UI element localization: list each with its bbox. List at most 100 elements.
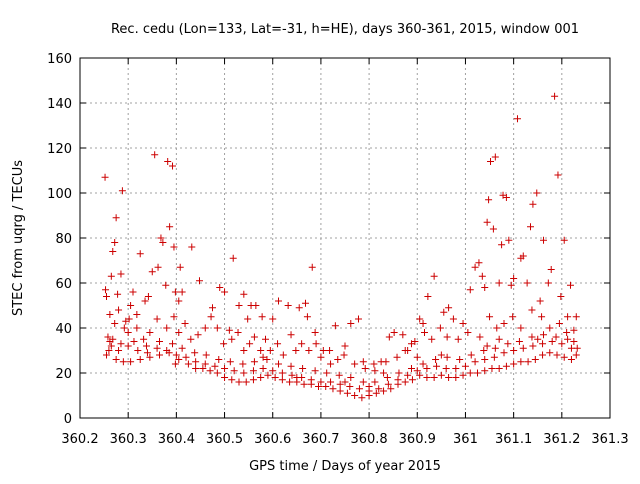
data-point (491, 153, 499, 161)
data-point (456, 356, 464, 363)
data-point (475, 259, 483, 267)
data-point (404, 347, 412, 354)
data-point (553, 351, 561, 359)
data-point (213, 369, 221, 377)
data-point (216, 284, 224, 291)
data-point (563, 329, 571, 336)
data-point (546, 349, 554, 357)
data-point (466, 286, 474, 294)
data-point (437, 371, 445, 379)
data-point (531, 356, 539, 363)
data-point (554, 171, 562, 179)
data-point (495, 335, 503, 343)
data-point (264, 371, 272, 379)
data-point (555, 320, 563, 327)
data-point (293, 374, 301, 381)
data-point (536, 297, 544, 305)
data-point (327, 378, 335, 386)
data-point (336, 380, 344, 388)
data-point (445, 304, 453, 312)
data-point (305, 347, 313, 354)
data-point (483, 342, 491, 350)
data-point (440, 308, 448, 316)
data-point (103, 293, 110, 300)
data-point (300, 380, 308, 388)
data-point (442, 365, 450, 372)
data-point (331, 322, 339, 330)
data-point (524, 358, 532, 366)
data-point (529, 200, 537, 208)
data-point (485, 196, 493, 204)
data-point (519, 252, 527, 260)
data-point (228, 335, 236, 343)
data-point (112, 214, 120, 222)
data-point (445, 374, 453, 381)
chart-title: Rec. cedu (Lon=133, Lat=-31, h=HE), days… (111, 22, 579, 37)
data-point (142, 342, 150, 350)
data-point (546, 324, 554, 332)
data-point (166, 223, 174, 231)
data-point (153, 344, 161, 352)
data-point (192, 365, 200, 372)
data-point (539, 340, 547, 348)
data-point (244, 315, 252, 323)
data-point (540, 236, 548, 244)
data-point (436, 324, 444, 332)
data-point (413, 367, 421, 375)
data-point (175, 297, 183, 305)
y-tick-label: 60 (55, 277, 72, 292)
data-point (136, 250, 144, 258)
x-tick-label: 360.8 (350, 432, 387, 447)
data-point (528, 306, 536, 314)
data-point (239, 360, 247, 368)
data-point (505, 236, 513, 244)
data-point (278, 369, 286, 377)
data-point (335, 371, 343, 379)
data-point (540, 331, 548, 339)
data-point (467, 351, 475, 359)
data-point (271, 374, 279, 381)
data-point (151, 151, 159, 159)
x-tick-label: 360.5 (206, 432, 243, 447)
data-point (211, 362, 219, 370)
data-point (416, 315, 424, 323)
data-point (181, 320, 189, 327)
y-axis-label: STEC from uqrg / TECUs (11, 160, 26, 316)
data-point (275, 360, 283, 368)
data-point (476, 333, 484, 341)
data-point (515, 338, 523, 345)
data-point (493, 324, 501, 332)
data-point (416, 371, 424, 379)
data-point (229, 254, 237, 262)
data-point (191, 349, 199, 357)
data-point (430, 374, 438, 381)
data-point (490, 353, 498, 361)
data-point (207, 313, 215, 321)
data-point (249, 367, 257, 375)
x-tick-label: 361.3 (591, 432, 628, 447)
data-point (481, 367, 489, 375)
data-point (262, 335, 269, 343)
data-point (572, 351, 580, 359)
data-point (240, 290, 248, 298)
data-point (125, 315, 133, 323)
data-point (215, 356, 223, 363)
data-point (117, 340, 125, 348)
data-point (548, 338, 556, 345)
data-point (452, 365, 460, 372)
data-point (419, 320, 427, 327)
data-point (303, 313, 311, 321)
data-point (481, 284, 489, 291)
data-point (153, 315, 161, 323)
data-point (572, 313, 580, 321)
data-point (118, 187, 126, 195)
data-point (371, 367, 379, 375)
data-point (171, 288, 179, 296)
data-point (114, 290, 122, 298)
data-point (220, 340, 228, 348)
data-point (424, 293, 432, 300)
y-axis-tick-labels: 0 20 40 60 80 100 120 140 160 (47, 52, 72, 427)
data-point (134, 347, 142, 354)
data-point (534, 335, 542, 343)
data-point (148, 268, 156, 276)
